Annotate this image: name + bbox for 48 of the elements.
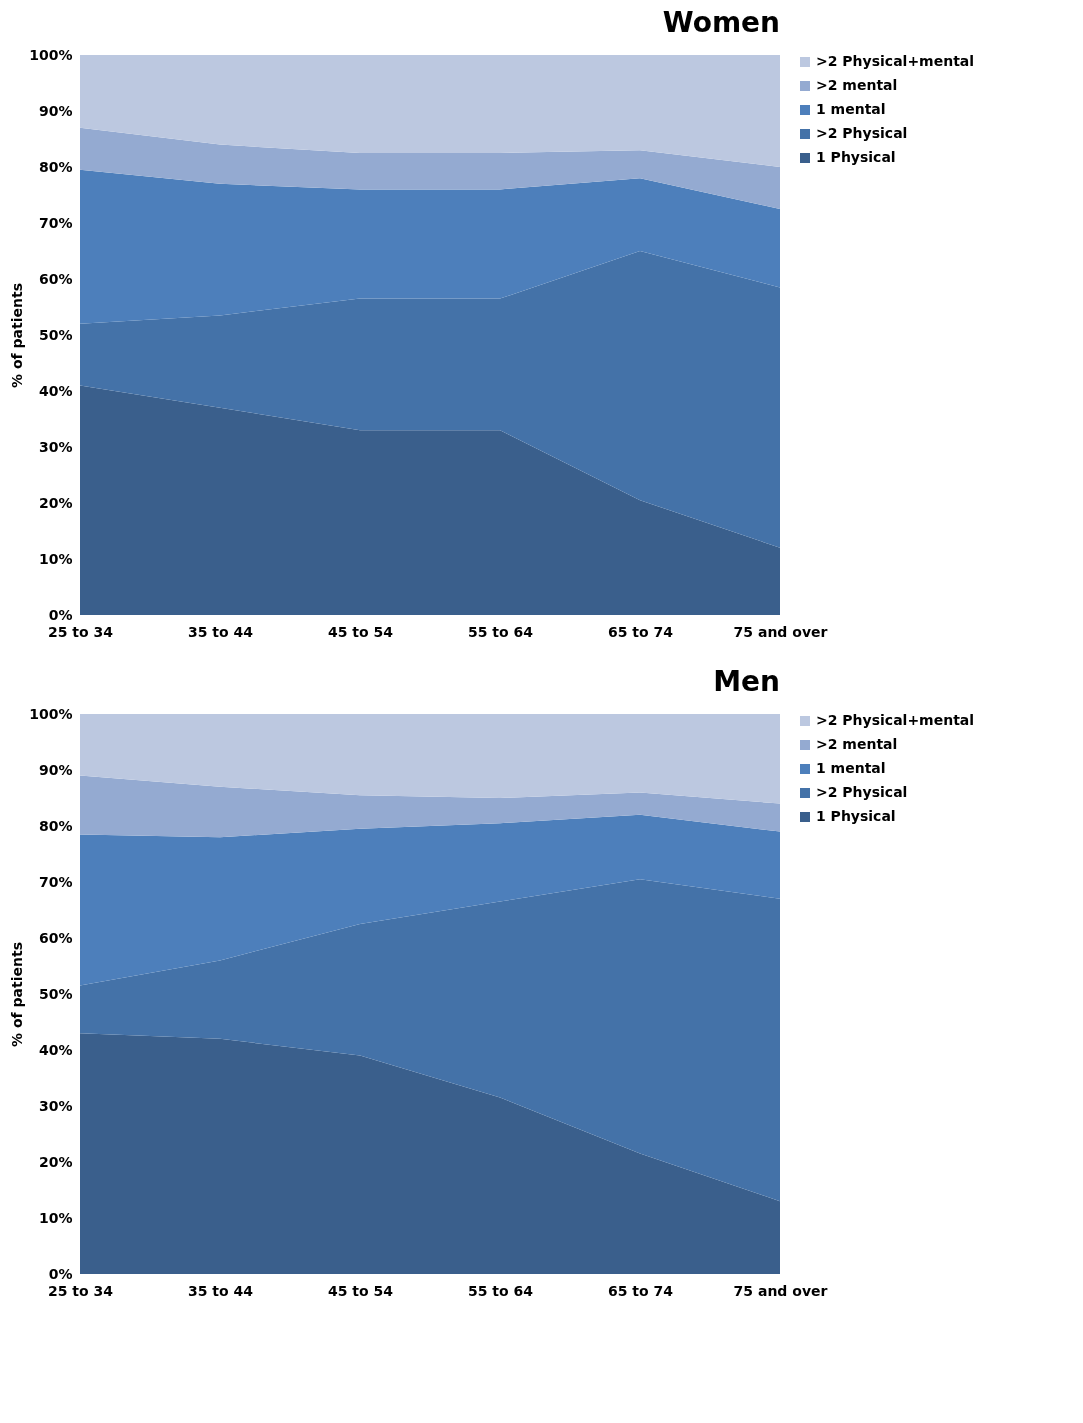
- y-tick-label: 30%: [38, 438, 73, 455]
- y-tick-label: 10%: [38, 550, 73, 567]
- x-tick-label: 35 to 44: [187, 623, 254, 640]
- legend-label: >2 Physical: [816, 784, 908, 800]
- y-tick-label: 50%: [38, 326, 73, 343]
- x-tick-label: 75 and over: [733, 623, 828, 640]
- x-tick-label: 65 to 74: [607, 1282, 674, 1299]
- legend-label: 1 mental: [816, 760, 886, 776]
- y-tick-label: 20%: [38, 494, 73, 511]
- y-tick-label: 80%: [38, 158, 73, 175]
- y-axis-title: % of patients: [9, 942, 26, 1047]
- legend-label: 1 Physical: [816, 149, 896, 165]
- x-tick-label: 25 to 34: [47, 623, 114, 640]
- chart-title: Men: [713, 665, 780, 698]
- y-tick-label: 0%: [48, 1265, 73, 1282]
- y-tick-label: 70%: [38, 214, 73, 231]
- y-tick-label: 100%: [29, 705, 73, 722]
- legend-label: >2 Physical: [816, 125, 908, 141]
- legend-label: >2 Physical+mental: [816, 712, 975, 728]
- y-tick-label: 0%: [48, 606, 73, 623]
- legend-label: >2 mental: [816, 77, 898, 93]
- legend-label: >2 mental: [816, 736, 898, 752]
- x-tick-label: 55 to 64: [467, 623, 534, 640]
- x-tick-label: 55 to 64: [467, 1282, 534, 1299]
- y-tick-label: 40%: [38, 1041, 73, 1058]
- x-tick-label: 25 to 34: [47, 1282, 114, 1299]
- y-tick-label: 40%: [38, 382, 73, 399]
- y-tick-label: 30%: [38, 1097, 73, 1114]
- y-tick-label: 100%: [29, 46, 73, 63]
- chart-title: Women: [662, 6, 780, 39]
- y-tick-label: 20%: [38, 1153, 73, 1170]
- legend-label: >2 Physical+mental: [816, 53, 975, 69]
- y-tick-label: 70%: [38, 873, 73, 890]
- y-tick-label: 80%: [38, 817, 73, 834]
- y-tick-label: 60%: [38, 270, 73, 287]
- y-axis-title: % of patients: [9, 283, 26, 388]
- x-tick-label: 35 to 44: [187, 1282, 254, 1299]
- x-tick-label: 45 to 54: [327, 623, 394, 640]
- legend-label: 1 mental: [816, 101, 886, 117]
- x-tick-label: 65 to 74: [607, 623, 674, 640]
- legend-label: 1 Physical: [816, 808, 896, 824]
- y-tick-label: 50%: [38, 985, 73, 1002]
- y-tick-label: 10%: [38, 1209, 73, 1226]
- x-tick-label: 45 to 54: [327, 1282, 394, 1299]
- y-tick-label: 90%: [38, 761, 73, 778]
- y-tick-label: 90%: [38, 102, 73, 119]
- x-tick-label: 75 and over: [733, 1282, 828, 1299]
- y-tick-label: 60%: [38, 929, 73, 946]
